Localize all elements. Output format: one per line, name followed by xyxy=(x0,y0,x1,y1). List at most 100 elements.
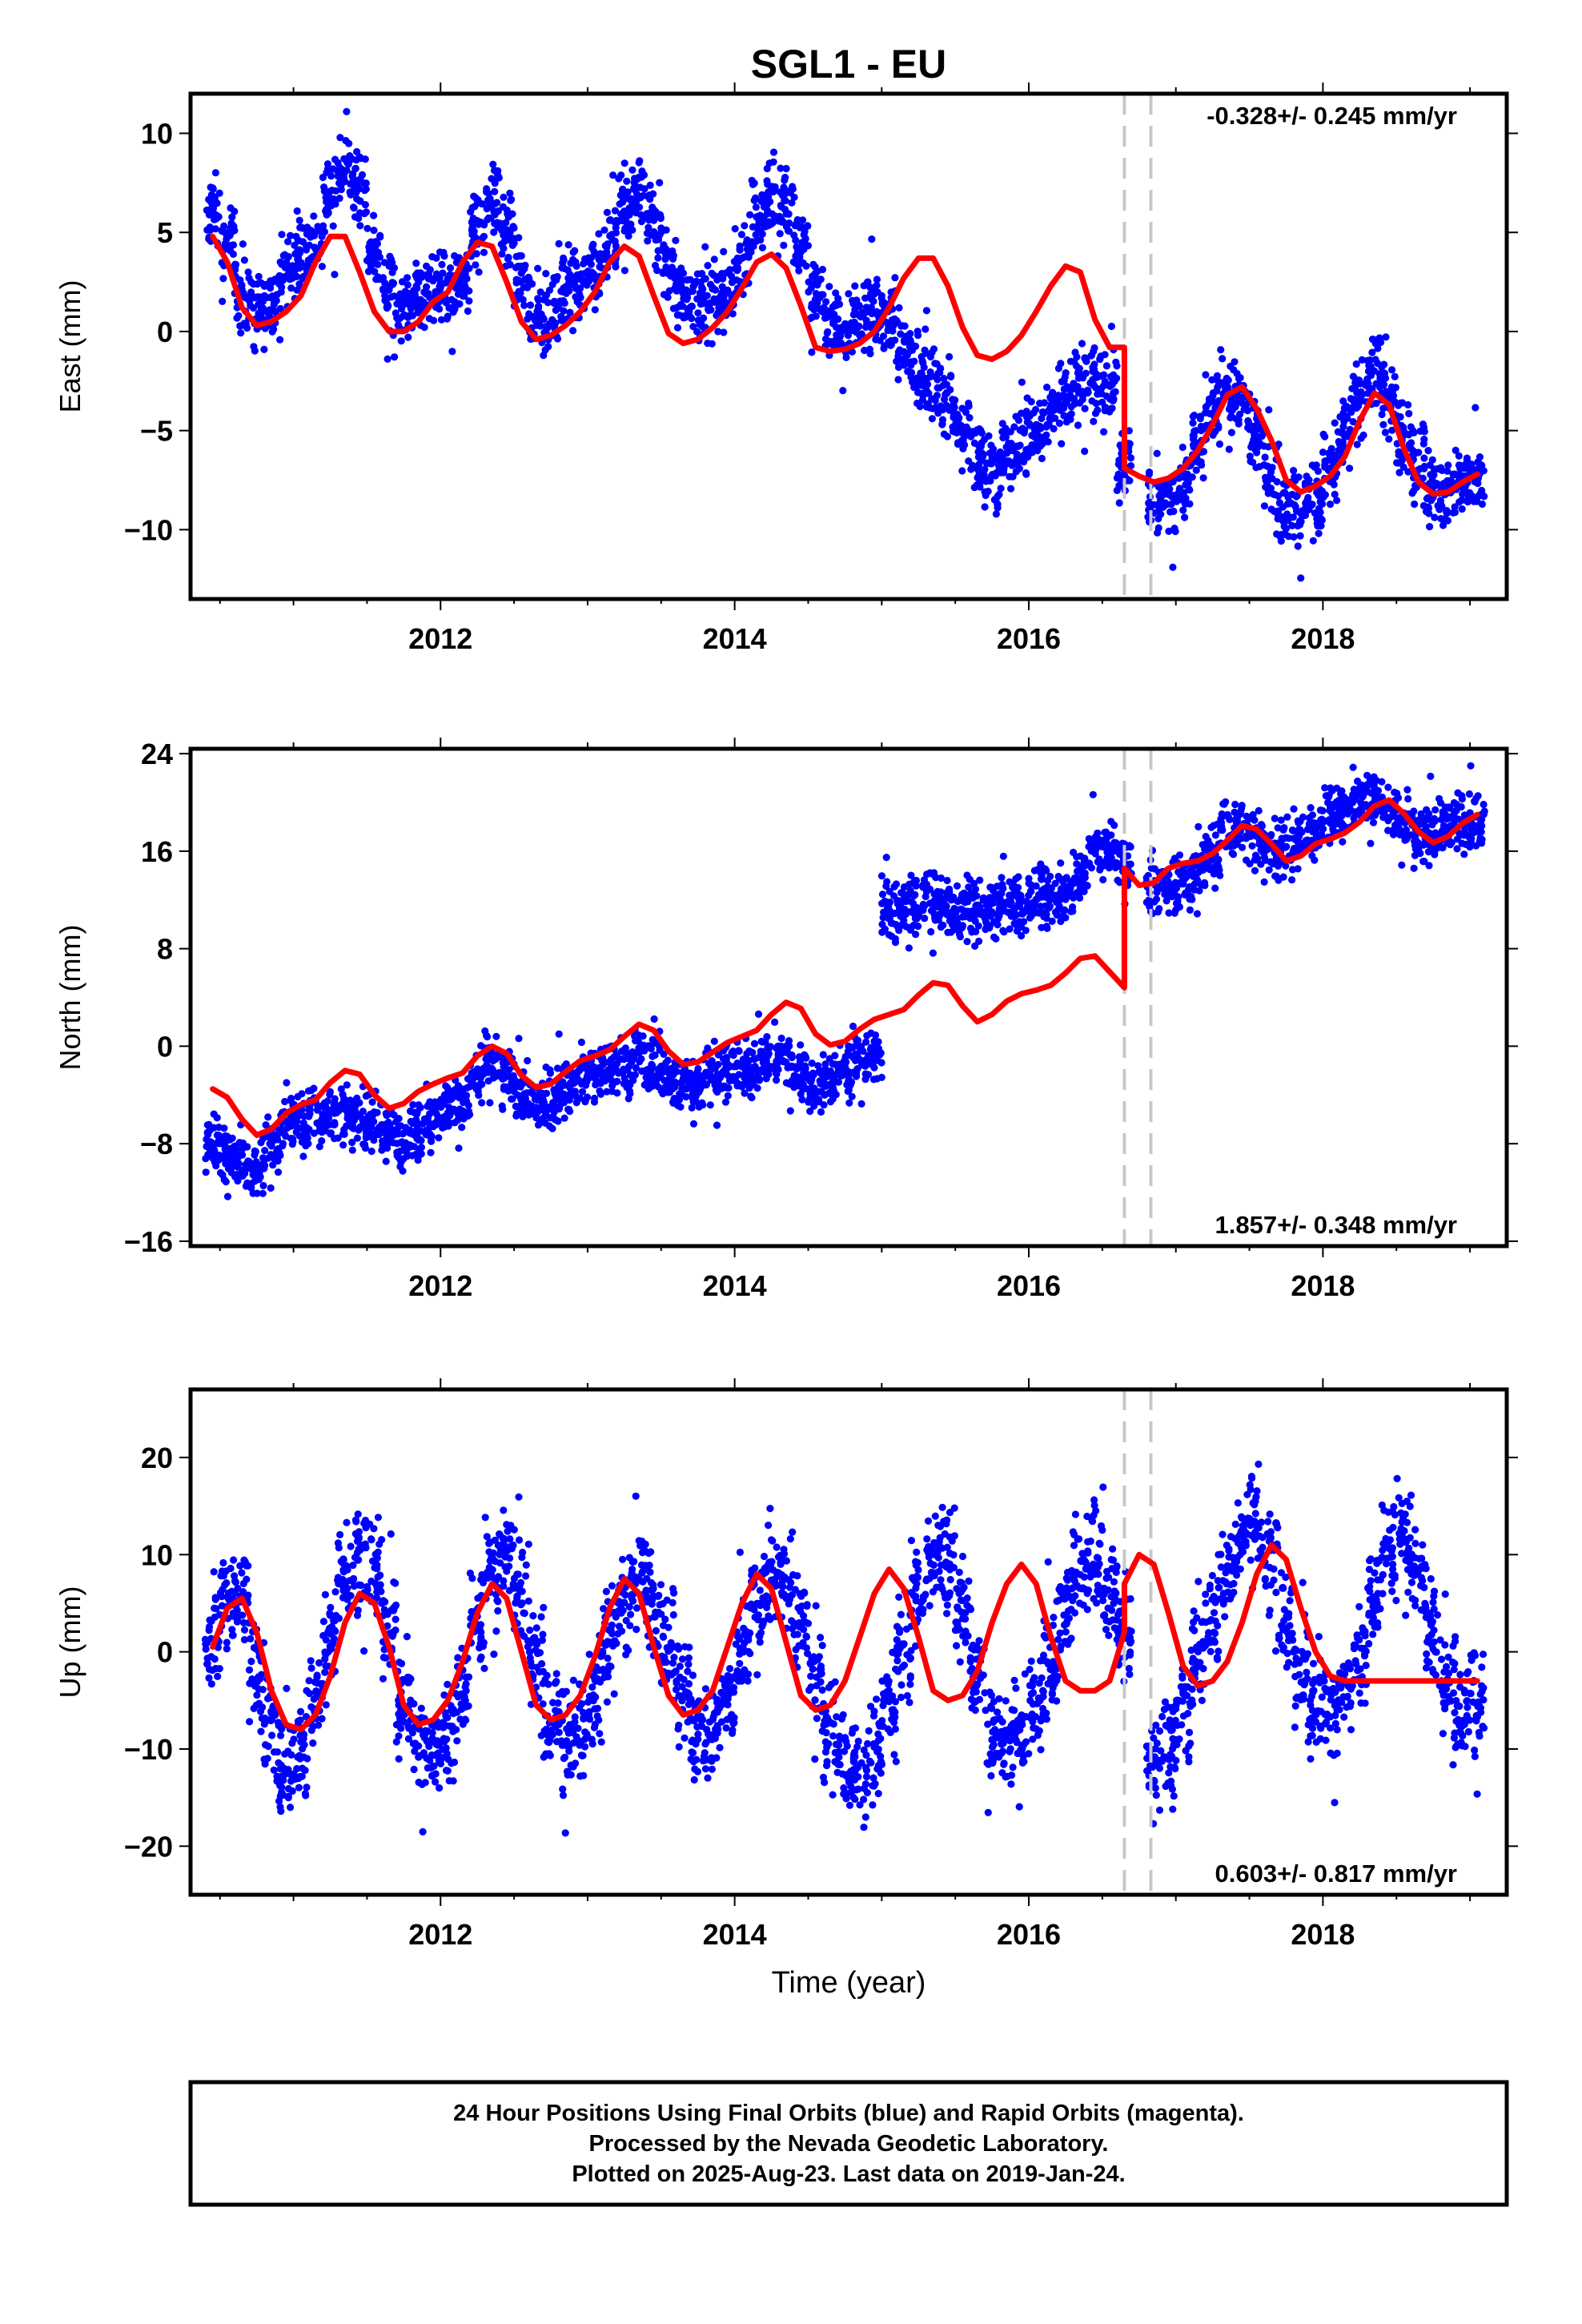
east-obs-point xyxy=(917,370,926,378)
north-obs-point xyxy=(584,1068,592,1076)
north-obs-point xyxy=(914,923,922,931)
east-obs-point xyxy=(291,241,299,249)
north-ytick-label-0: 24 xyxy=(141,738,173,770)
east-obs-point xyxy=(1437,515,1445,523)
north-obs-point xyxy=(954,898,962,906)
east-obs-point xyxy=(534,295,542,303)
east-obs-point xyxy=(1054,392,1062,400)
east-obs-point xyxy=(512,263,520,271)
north-obs-point xyxy=(304,1087,313,1095)
east-obs-point xyxy=(640,185,648,193)
east-obs-point xyxy=(548,280,556,288)
east-obs-point xyxy=(697,296,705,304)
east-obs-point xyxy=(323,160,331,168)
east-obs-point xyxy=(383,355,391,363)
east-obs-point xyxy=(1017,456,1025,464)
east-obs-point xyxy=(1225,445,1233,453)
east-obs-point xyxy=(725,289,733,297)
east-obs-point xyxy=(395,295,403,303)
east-obs-point xyxy=(1158,503,1166,511)
east-obs-point xyxy=(1090,417,1098,425)
east-obs-point xyxy=(1164,484,1172,493)
north-obs-point xyxy=(287,1135,295,1143)
east-obs-point xyxy=(763,164,771,173)
east-obs-point xyxy=(934,376,942,384)
east-obs-point xyxy=(784,187,792,195)
east-obs-point xyxy=(408,312,416,320)
east-obs-point xyxy=(747,248,755,256)
east-obs-point xyxy=(1430,465,1438,473)
north-obs-point xyxy=(220,1176,228,1184)
east-obs-point xyxy=(769,187,777,196)
east-obs-point xyxy=(922,307,930,315)
east-obs-point xyxy=(653,267,661,275)
east-obs-point xyxy=(1113,474,1121,482)
north-plot-area xyxy=(202,749,1488,1246)
east-obs-point xyxy=(545,321,554,330)
north-obs-point xyxy=(578,1088,587,1096)
north-obs-point xyxy=(220,1124,228,1132)
north-obs-point xyxy=(618,1047,626,1055)
east-obs-point xyxy=(219,297,227,305)
east-obs-point xyxy=(866,350,874,358)
north-obs-point xyxy=(820,1101,828,1109)
east-obs-point xyxy=(1459,490,1467,498)
north-obs-point xyxy=(204,1131,212,1139)
east-obs-point xyxy=(1380,360,1388,368)
north-obs-point xyxy=(632,1063,640,1072)
east-obs-point xyxy=(414,296,422,304)
east-obs-point xyxy=(798,239,806,247)
east-obs-point xyxy=(400,296,408,304)
north-obs-point xyxy=(698,1099,706,1107)
east-obs-point xyxy=(416,302,425,310)
east-obs-point xyxy=(1424,447,1432,455)
north-obs-point xyxy=(613,1077,621,1085)
east-obs-point xyxy=(287,231,295,239)
east-obs-point xyxy=(953,428,961,436)
north-obs-point xyxy=(596,1090,605,1098)
north-obs-point xyxy=(841,1057,849,1065)
east-obs-point xyxy=(595,230,603,238)
east-obs-point xyxy=(687,303,695,312)
east-obs-point xyxy=(1087,352,1096,360)
east-obs-point xyxy=(664,270,673,278)
north-obs-point xyxy=(1042,866,1050,875)
east-obs-point xyxy=(572,262,580,270)
east-obs-point xyxy=(284,238,292,246)
north-obs-point xyxy=(476,1082,484,1090)
north-obs-point xyxy=(878,891,887,899)
east-obs-point xyxy=(620,267,629,275)
east-obs-point xyxy=(319,222,327,230)
north-obs-point xyxy=(343,1081,351,1089)
east-obs-point xyxy=(205,206,213,215)
east-obs-point xyxy=(1346,464,1354,472)
north-obs-point xyxy=(674,1101,682,1109)
east-y-axis-label: East (mm) xyxy=(54,280,86,413)
north-obs-point xyxy=(952,909,960,917)
north-obs-point xyxy=(741,1089,749,1097)
north-obs-point xyxy=(841,1064,849,1072)
north-obs-point xyxy=(259,1154,267,1162)
east-obs-point xyxy=(1333,497,1341,505)
east-obs-point xyxy=(1284,493,1292,501)
east-obs-point xyxy=(989,470,997,479)
east-obs-point xyxy=(926,352,934,361)
east-obs-point xyxy=(1474,493,1482,501)
north-obs-point xyxy=(679,1069,687,1077)
east-obs-point xyxy=(607,232,615,240)
north-obs-point xyxy=(897,900,905,908)
east-obs-point xyxy=(1458,505,1466,513)
east-obs-point xyxy=(1326,501,1335,509)
east-obs-point xyxy=(394,321,402,329)
east-obs-point xyxy=(1290,533,1298,541)
east-obs-point xyxy=(1471,478,1479,486)
east-obs-point xyxy=(731,225,739,233)
east-obs-point xyxy=(1399,463,1407,472)
east-obs-point xyxy=(1404,400,1412,409)
north-obs-point xyxy=(808,1072,816,1080)
east-obs-point xyxy=(1054,364,1062,372)
north-obs-point xyxy=(660,1050,668,1058)
east-obs-point xyxy=(834,295,842,303)
north-obs-point xyxy=(853,1037,861,1045)
east-obs-point xyxy=(1016,441,1024,449)
